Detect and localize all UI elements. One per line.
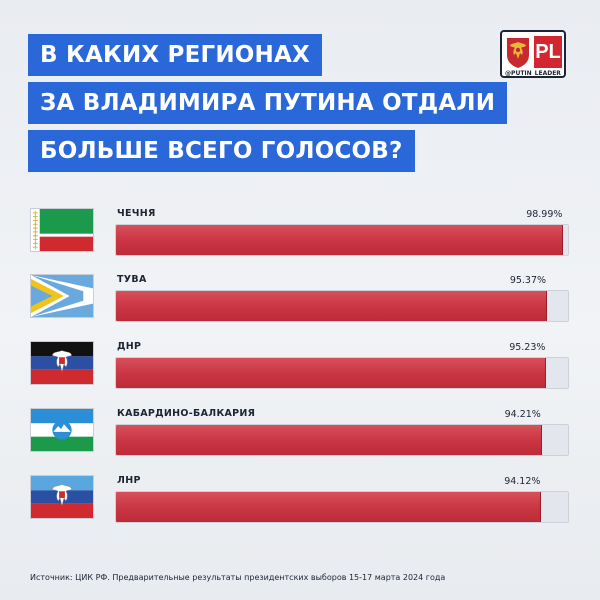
bar-row-tuva: ТУВА 95.37% — [0, 274, 600, 336]
chechnya-flag-icon — [30, 208, 94, 252]
dnr-flag-icon — [30, 341, 94, 385]
logo-handle: @PUTIN_LEADER — [505, 70, 561, 77]
bar-track-kabardino-balkaria — [115, 424, 569, 456]
bar-row-dnr: ДНР 95.23% — [0, 341, 600, 403]
bar-label-chechnya: ЧЕЧНЯ — [117, 208, 156, 219]
lnr-flag-icon — [30, 475, 94, 519]
bar-label-dnr: ДНР — [117, 341, 142, 352]
bar-lnr — [116, 492, 542, 522]
value-label-dnr: 95.23% — [509, 342, 546, 353]
bar-label-lnr: ЛНР — [117, 475, 141, 486]
value-label-tuva: 95.37% — [509, 275, 547, 286]
kabardino-balkaria-flag-icon — [30, 408, 94, 452]
bar-dnr — [116, 358, 547, 388]
bar-track-dnr — [115, 357, 569, 389]
bar-row-lnr: ЛНР 94.12% — [0, 475, 600, 537]
value-label-kabardino-balkaria: 94.21% — [504, 409, 541, 420]
putin-leader-logo: PL — [500, 30, 566, 78]
title-line-2: ЗА ВЛАДИМИРА ПУТИНА ОТДАЛИ — [28, 82, 508, 124]
bar-track-chechnya — [115, 224, 569, 256]
bar-kabardino-balkaria — [116, 425, 542, 455]
tuva-flag-icon — [30, 274, 94, 318]
russian-coat-of-arms-icon — [505, 35, 531, 69]
bar-label-tuva: ТУВА — [117, 274, 147, 285]
bar-tuva — [116, 291, 548, 321]
bar-label-kabardino-balkaria: КАБАРДИНО-БАЛКАРИЯ — [117, 408, 256, 419]
title-line-3: БОЛЬШЕ ВСЕГО ГОЛОСОВ? — [28, 130, 415, 172]
bar-track-lnr — [115, 491, 569, 523]
bar-row-chechnya: ЧЕЧНЯ 98.99% — [0, 208, 600, 270]
value-label-chechnya: 98.99% — [526, 209, 563, 220]
bar-row-kabardino-balkaria: КАБАРДИНО-БАЛКАРИЯ 94.21% — [0, 408, 600, 470]
value-label-lnr: 94.12% — [504, 476, 541, 487]
title-line-1: В КАКИХ РЕГИОНАХ — [28, 34, 322, 76]
source-note: Источник: ЦИК РФ. Предварительные резуль… — [30, 573, 446, 582]
bar-track-tuva — [115, 290, 569, 322]
logo-pl-text: PL — [534, 36, 562, 68]
bar-chechnya — [116, 225, 564, 255]
